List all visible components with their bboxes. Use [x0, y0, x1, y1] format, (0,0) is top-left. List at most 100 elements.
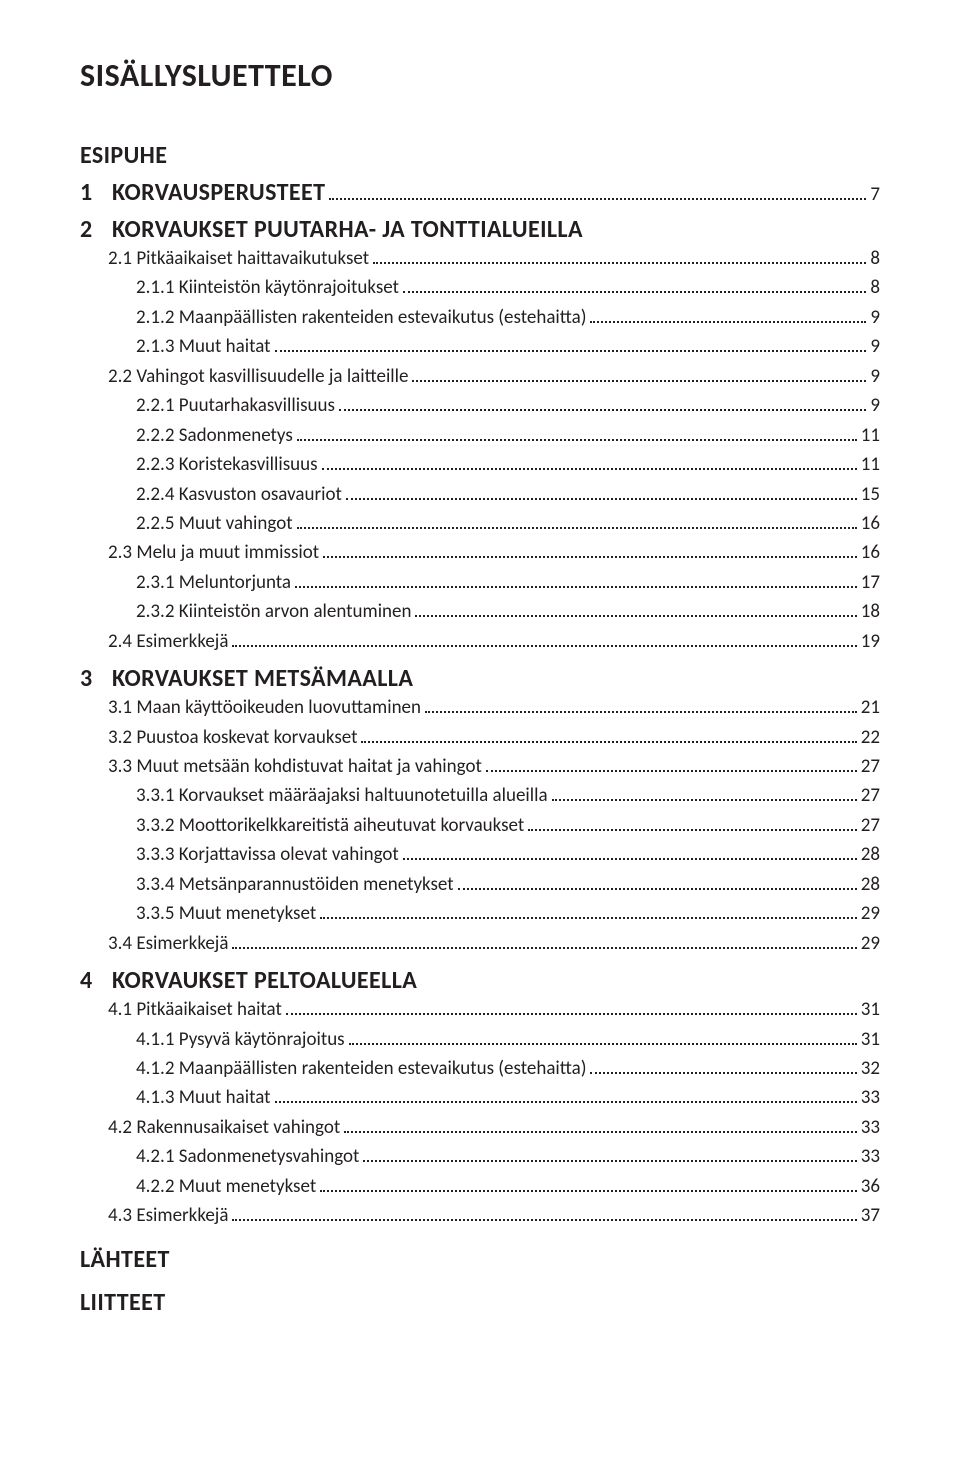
- toc-page-number: 27: [861, 752, 880, 781]
- toc-label: 2.1.3 Muut haitat: [136, 332, 271, 361]
- toc-row: 2.1.1 Kiinteistön käytönrajoitukset8: [80, 273, 880, 302]
- toc-page-number: 11: [861, 421, 880, 450]
- toc-row: 2.2.2 Sadonmenetys11: [80, 421, 880, 450]
- leader-dots: [425, 696, 857, 713]
- toc-row: 2.2.1 Puutarhakasvillisuus 9: [80, 391, 880, 420]
- leader-dots: [528, 814, 856, 831]
- toc-label: 3.3.4 Metsänparannustöiden menetykset: [136, 870, 454, 899]
- leader-dots: [320, 1175, 857, 1192]
- toc-page-number: 33: [861, 1113, 880, 1142]
- toc-row: 2.3 Melu ja muut immissiot16: [80, 538, 880, 567]
- page-title: SISÄLLYSLUETTELO: [80, 56, 880, 95]
- toc-label: 2.1 Pitkäaikaiset haittavaikutukset: [108, 244, 369, 273]
- toc-label: 4.3 Esimerkkejä: [108, 1201, 228, 1230]
- chapter-2: 2 KORVAUKSET PUUTARHA- JA TONTTIALUEILLA…: [80, 215, 880, 656]
- leader-dots: [339, 394, 866, 411]
- toc-page-number: 8: [870, 244, 880, 273]
- chapter-1-label: KORVAUSPERUSTEET: [112, 178, 325, 207]
- leader-dots: [590, 1057, 856, 1074]
- toc-label: 2.3 Melu ja muut immissiot: [108, 538, 319, 567]
- toc-row: 2.3.1 Meluntorjunta 17: [80, 568, 880, 597]
- toc-page-number: 16: [861, 509, 880, 538]
- toc-label: 4.1.3 Muut haitat: [136, 1083, 271, 1112]
- chapter-2-num: 2: [80, 215, 98, 244]
- toc-row: 2.1.3 Muut haitat9: [80, 332, 880, 361]
- toc-label: 2.2.5 Muut vahingot: [136, 509, 293, 538]
- toc-row: 3.3.2 Moottorikelkkareitistä aiheutuvat …: [80, 811, 880, 840]
- toc-row: 3.3.5 Muut menetykset 29: [80, 899, 880, 928]
- leader-dots: [320, 902, 857, 919]
- toc-page-number: 33: [861, 1083, 880, 1112]
- toc-page-number: 9: [870, 362, 880, 391]
- leader-dots: [552, 784, 857, 801]
- toc-page-number: 9: [870, 303, 880, 332]
- toc-label: 3.3 Muut metsään kohdistuvat haitat ja v…: [108, 752, 482, 781]
- back-matter: LÄHTEET LIITTEET: [80, 1245, 880, 1317]
- toc-label: 3.3.5 Muut menetykset: [136, 899, 316, 928]
- toc-label: 2.1.2 Maanpäällisten rakenteiden estevai…: [136, 303, 586, 332]
- toc-row: 3.4 Esimerkkejä 29: [80, 929, 880, 958]
- toc-label: 2.1.1 Kiinteistön käytönrajoitukset: [136, 273, 399, 302]
- toc-page-number: 11: [861, 450, 880, 479]
- chapter-4-items: 4.1 Pitkäaikaiset haitat314.1.1 Pysyvä k…: [80, 995, 880, 1231]
- leader-dots: [373, 247, 866, 264]
- front-heading-esipuhe: ESIPUHE: [80, 141, 880, 170]
- leader-dots: [486, 755, 857, 772]
- toc-page-number: 27: [861, 811, 880, 840]
- back-heading-liitteet: LIITTEET: [80, 1288, 880, 1317]
- toc-label: 2.2.1 Puutarhakasvillisuus: [136, 391, 335, 420]
- toc-page-number: 21: [861, 693, 880, 722]
- toc-label: 2.2.3 Koristekasvillisuus: [136, 450, 318, 479]
- toc-row: 3.1 Maan käyttöoikeuden luovuttaminen 21: [80, 693, 880, 722]
- toc-row: 2.2 Vahingot kasvillisuudelle ja laittei…: [80, 362, 880, 391]
- toc-row: 2.2.5 Muut vahingot 16: [80, 509, 880, 538]
- leader-dots: [232, 1204, 856, 1221]
- toc-row: 2.2.4 Kasvuston osavauriot15: [80, 480, 880, 509]
- chapter-1: 1 KORVAUSPERUSTEET 7: [80, 178, 880, 207]
- toc-row: 4.2.2 Muut menetykset36: [80, 1172, 880, 1201]
- toc-page-number: 37: [861, 1201, 880, 1230]
- toc-page-number: 17: [861, 568, 880, 597]
- toc-page-number: 19: [861, 627, 880, 656]
- toc-page-number: 29: [861, 899, 880, 928]
- toc-label: 4.2.2 Muut menetykset: [136, 1172, 316, 1201]
- toc-row: 4.1 Pitkäaikaiset haitat 31: [80, 995, 880, 1024]
- toc-row: 2.3.2 Kiinteistön arvon alentuminen18: [80, 597, 880, 626]
- toc-row: 3.3 Muut metsään kohdistuvat haitat ja v…: [80, 752, 880, 781]
- chapter-2-items: 2.1 Pitkäaikaiset haittavaikutukset82.1.…: [80, 244, 880, 656]
- toc-label: 4.1.1 Pysyvä käytönrajoitus: [136, 1025, 345, 1054]
- toc-row: 4.1.1 Pysyvä käytönrajoitus31: [80, 1025, 880, 1054]
- chapter-3: 3 KORVAUKSET METSÄMAALLA 3.1 Maan käyttö…: [80, 664, 880, 958]
- toc-page-number: 15: [861, 480, 880, 509]
- toc-label: 4.1 Pitkäaikaiset haitat: [108, 995, 282, 1024]
- toc-label: 4.2 Rakennusaikaiset vahingot: [108, 1113, 340, 1142]
- leader-dots: [295, 571, 857, 588]
- chapter-3-items: 3.1 Maan käyttöoikeuden luovuttaminen213…: [80, 693, 880, 958]
- toc-label: 3.4 Esimerkkejä: [108, 929, 228, 958]
- toc-row: 4.1.2 Maanpäällisten rakenteiden estevai…: [80, 1054, 880, 1083]
- toc-label: 2.3.1 Meluntorjunta: [136, 568, 291, 597]
- toc-row: 4.1.3 Muut haitat 33: [80, 1083, 880, 1112]
- chapter-1-page: 7: [870, 183, 880, 206]
- back-heading-lahteet: LÄHTEET: [80, 1245, 880, 1274]
- toc-label: 3.3.2 Moottorikelkkareitistä aiheutuvat …: [136, 811, 524, 840]
- leader-dots: [232, 630, 856, 647]
- toc-page-number: 22: [861, 723, 880, 752]
- toc-label: 2.2 Vahingot kasvillisuudelle ja laittei…: [108, 362, 408, 391]
- leader-dots: [412, 365, 866, 382]
- toc-page-number: 29: [861, 929, 880, 958]
- leader-dots: [415, 600, 856, 617]
- toc-page-number: 9: [870, 391, 880, 420]
- toc-label: 3.1 Maan käyttöoikeuden luovuttaminen: [108, 693, 421, 722]
- leader-dots: [297, 512, 857, 529]
- toc-page-number: 31: [861, 995, 880, 1024]
- leader-dots: [458, 873, 857, 890]
- toc-row: 4.2 Rakennusaikaiset vahingot 33: [80, 1113, 880, 1142]
- toc-row: 2.1.2 Maanpäällisten rakenteiden estevai…: [80, 303, 880, 332]
- leader-dots: [361, 725, 856, 742]
- leader-dots: [322, 453, 857, 470]
- leader-dots: [275, 1086, 857, 1103]
- chapter-4: 4 KORVAUKSET PELTOALUEELLA 4.1 Pitkäaika…: [80, 966, 880, 1231]
- toc-page-number: 18: [861, 597, 880, 626]
- toc-row: 3.3.4 Metsänparannustöiden menetykset28: [80, 870, 880, 899]
